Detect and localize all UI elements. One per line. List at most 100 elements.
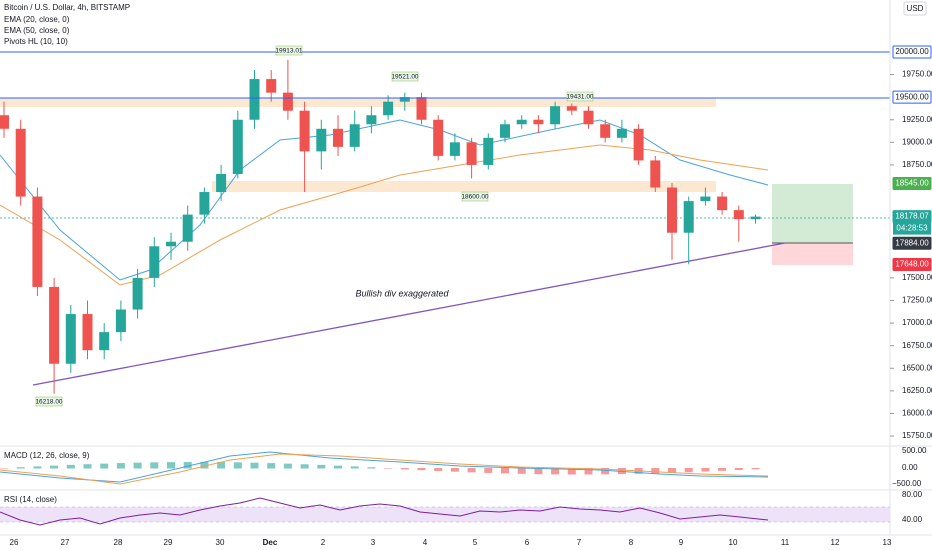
date-label: 12: [831, 538, 840, 547]
candle-body: [733, 210, 744, 220]
macd-bar: [668, 468, 676, 473]
pivot-label: 19913.01: [275, 48, 302, 55]
currency-button[interactable]: [903, 1, 927, 16]
candle-body: [266, 79, 277, 93]
macd-bar: [83, 464, 92, 469]
date-label: 9: [679, 538, 684, 547]
rsi-tick-label: 80.00: [902, 490, 923, 499]
price-tick-label: 17500.00: [902, 273, 932, 282]
pivot-box: [461, 191, 489, 202]
currency-label[interactable]: USD: [907, 4, 924, 13]
date-label: 11: [781, 538, 790, 547]
macd-tick-label: 500.00: [902, 446, 927, 455]
macd-bar: [233, 462, 242, 469]
candle-body: [683, 201, 694, 233]
indicator-label: Pivots HL (10, 10): [4, 37, 68, 46]
date-label: 30: [216, 538, 225, 547]
candle-body: [333, 128, 343, 147]
date-label: 7: [577, 538, 582, 547]
date-label: 4: [423, 538, 428, 547]
resistance-zone: [0, 98, 716, 107]
date-label: 26: [10, 538, 19, 547]
macd-bar: [317, 464, 326, 469]
macd-bar: [551, 468, 560, 475]
candle-body: [483, 137, 494, 165]
candle-body: [65, 314, 76, 364]
symbol-title: Bitcoin / U.S. Dollar, 4h, BITSTAMP: [4, 3, 130, 12]
pivot-labels: 19913.01 19521.00 19431.00 18600.00 1621…: [35, 45, 594, 407]
candle-body: [566, 106, 577, 111]
candle-body: [583, 110, 594, 125]
price-marker-label: 18545.00: [895, 179, 929, 188]
price-tick-label: 15750.00: [902, 431, 932, 440]
candle-body: [216, 173, 227, 193]
date-label: 13: [883, 538, 892, 547]
macd-bar: [367, 467, 376, 469]
price-tick-label: 16500.00: [902, 363, 932, 372]
date-label: 27: [61, 538, 70, 547]
price-tick-label: 16750.00: [902, 341, 932, 350]
candle-body: [366, 115, 377, 125]
candle-body: [316, 128, 327, 152]
macd-bar: [167, 462, 175, 469]
macd-bar: [484, 468, 493, 473]
target-box: [772, 184, 853, 243]
candle-body: [282, 92, 293, 111]
candle-body: [667, 187, 677, 233]
candle-body: [449, 142, 460, 156]
macd-bar: [66, 464, 75, 469]
macd-bar: [283, 463, 292, 469]
price-tick-label: 19250.00: [902, 115, 932, 124]
price-marker: [892, 90, 932, 104]
candles: [0, 59, 761, 394]
macd-bar: [400, 468, 409, 470]
indicator-label: EMA (50, close, 0): [4, 26, 70, 35]
macd-bar: [16, 467, 25, 469]
price-marker-label: 18178.07: [895, 212, 929, 221]
date-label: 10: [729, 538, 738, 547]
candle-body: [466, 142, 477, 165]
candle-body: [182, 214, 193, 242]
candle-body: [82, 314, 93, 351]
date-label: 8: [629, 538, 634, 547]
macd-bar: [517, 468, 526, 474]
stop-box: [772, 243, 853, 265]
macd-bar: [651, 468, 660, 474]
pivot-label: 19521.00: [391, 74, 418, 81]
candle-body: [115, 309, 126, 333]
macd-bar: [467, 468, 476, 473]
macd-bar: [584, 468, 593, 475]
date-label: 6: [525, 538, 530, 547]
macd-bar: [267, 463, 276, 469]
pivot-box: [275, 45, 303, 56]
date-label: Dec: [263, 538, 278, 547]
macd-bar: [450, 468, 459, 472]
support-zone: [212, 181, 716, 192]
price-tick-label: 19750.00: [902, 70, 932, 79]
ema-20: [0, 119, 769, 281]
rsi-title: RSI (14, close): [4, 495, 57, 504]
candle-body: [32, 196, 43, 287]
candle-body: [533, 119, 544, 125]
candle-body: [166, 241, 176, 247]
pivot-label: 18600.00: [461, 194, 488, 201]
candle-body: [249, 79, 260, 120]
macd-tick-label: −500.00: [892, 479, 922, 488]
macd-bar: [217, 462, 226, 469]
candle-body: [650, 160, 661, 188]
candle-body: [750, 216, 761, 220]
candle-body: [717, 196, 728, 211]
indicator-label: EMA (20, close, 0): [4, 15, 70, 24]
rsi-line: [0, 497, 769, 526]
date-label: 2: [321, 538, 326, 547]
macd-bar: [734, 468, 743, 471]
candle-body: [15, 128, 26, 197]
price-marker-label: 17884.00: [895, 238, 929, 247]
pivot-box: [566, 91, 594, 102]
macd-bar: [250, 462, 259, 469]
price-marker-label: 20000.00: [895, 47, 929, 56]
candle-body: [633, 128, 644, 161]
signal-line: [0, 453, 769, 485]
pivot-label: 19431.00: [566, 94, 593, 101]
